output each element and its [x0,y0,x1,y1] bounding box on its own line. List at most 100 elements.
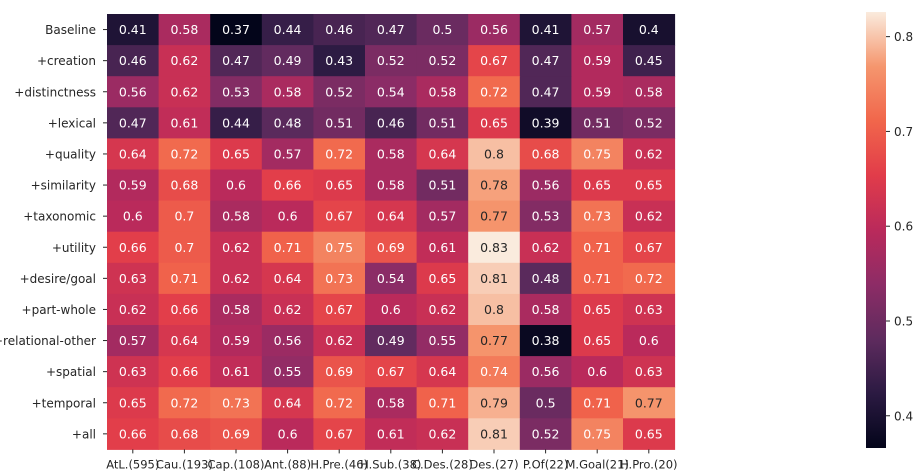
x-axis-tick-label: H.Pro.(20) [620,457,677,471]
x-axis-tick-label: Ant.(88) [264,457,311,471]
heatmap-cell [519,262,572,295]
heatmap-cell-value: 0.71 [583,240,611,255]
heatmap-cell [519,138,572,170]
heatmap-cell [468,107,521,139]
heatmap-cell [158,293,211,326]
heatmap-cell-value: 0.64 [274,395,302,410]
heatmap-cell-value: 0.55 [274,364,302,379]
heatmap-cell [571,293,624,326]
heatmap-cell-value: 0.81 [480,426,508,441]
heatmap-cell-value: 0.58 [222,209,250,224]
heatmap-cell [107,262,160,295]
heatmap-cell [107,45,160,77]
heatmap-cell-value: 0.56 [119,84,147,99]
heatmap-cell-value: 0.39 [532,115,560,130]
heatmap-cell-value: 0.62 [222,240,250,255]
heatmap-cell-value: 0.44 [222,115,250,130]
heatmap-cell [210,107,263,139]
heatmap-cell [107,293,160,326]
heatmap-cell-value: 0.62 [532,240,560,255]
x-axis-tick-label: M.Goal(21) [566,457,629,471]
heatmap-cell-value: 0.74 [480,364,508,379]
heatmap-cell-value: 0.67 [325,426,353,441]
heatmap-cell-value: 0.55 [428,333,456,348]
x-axis-tick-label: Cau.(193) [156,457,213,471]
heatmap-cell [107,169,160,202]
heatmap-cell [623,262,676,295]
heatmap-cell-labels: 0.41 0.58 0.37 0.44 0.46 0.47 0.5 0.56 0.41 0.57 0… [119,22,663,441]
heatmap-cell-value: 0.79 [480,395,508,410]
x-axis-tick-label: H.Sub.(38) [360,457,421,471]
heatmap-cell [158,76,211,108]
heatmap-cell [623,45,676,77]
heatmap-cell-value: 0.59 [119,178,147,193]
heatmap-cell-value: 0.57 [119,333,147,348]
heatmap-cell [623,14,676,46]
heatmap-cell-value: 0.41 [119,22,147,37]
heatmap-cell-value: 0.72 [325,395,353,410]
y-axis-tick-label: +desire/goal [20,272,96,286]
x-axis-tick-label: Cap.(108) [208,457,265,471]
heatmap-cell-value: 0.66 [170,302,198,317]
heatmap-cell-value: 0.57 [583,22,611,37]
heatmap-cell-value: 0.66 [119,240,147,255]
heatmap-cell-value: 0.61 [170,115,198,130]
heatmap-cell-value: 0.67 [325,209,353,224]
heatmap-cell-value: 0.81 [480,271,508,286]
heatmap-cell-value: 0.62 [170,84,198,99]
heatmap-cell [261,169,314,202]
heatmap-cell [623,107,676,139]
heatmap-cell [519,293,572,326]
heatmap-cell [210,293,263,326]
heatmap-cell [365,169,418,202]
heatmap-cell [210,418,263,450]
heatmap-cell-value: 0.4 [639,22,659,37]
heatmap-cell-value: 0.52 [635,115,663,130]
heatmap-cell-value: 0.58 [222,302,250,317]
heatmap-cell-value: 0.67 [377,364,405,379]
heatmap-cell-value: 0.8 [484,146,504,161]
heatmap-cell [468,14,521,46]
y-axis-tick-label: +similarity [31,179,96,193]
heatmap-cell [210,169,263,202]
heatmap-cell-value: 0.65 [583,302,611,317]
heatmap-cell-value: 0.65 [325,178,353,193]
heatmap-cell [158,200,211,233]
heatmap-cell [623,356,676,388]
heatmap-cell-value: 0.75 [325,240,353,255]
heatmap-cell [158,45,211,77]
heatmap-cell [107,356,160,388]
heatmap-cell [519,387,572,419]
heatmap-cell-value: 0.47 [222,53,250,68]
heatmap-cell [210,138,263,170]
heatmap-cell-value: 0.6 [123,209,143,224]
heatmap-cell-value: 0.7 [174,240,194,255]
heatmap-cell [416,293,469,326]
heatmap-cell [571,387,624,419]
heatmap-cell [313,45,366,77]
heatmap-cell-value: 0.58 [377,395,405,410]
heatmap-cell [261,356,314,388]
heatmap-cell-value: 0.83 [480,240,508,255]
heatmap-cell [623,76,676,108]
heatmap-cell-value: 0.62 [274,302,302,317]
y-axis-tick-label: Baseline [45,23,96,37]
heatmap-cell [107,138,160,170]
x-axis-tick-label: C.Des.(28) [412,457,473,471]
heatmap-cell [468,169,521,202]
heatmap-cell [261,387,314,419]
heatmap-cell-value: 0.68 [170,426,198,441]
heatmap-cell [107,14,160,46]
heatmap-cell-value: 0.62 [428,302,456,317]
heatmap-cell-value: 0.65 [635,426,663,441]
heatmap-cell [571,262,624,295]
heatmap-cell [365,418,418,450]
heatmap-cell-value: 0.6 [278,426,298,441]
heatmap-cell [519,418,572,450]
heatmap-cell-value: 0.68 [532,146,560,161]
heatmap-cell [416,231,469,264]
y-axis-tick-label: +relational-other [0,334,96,348]
heatmap-cell-value: 0.58 [428,84,456,99]
heatmap-cell-value: 0.77 [480,333,508,348]
